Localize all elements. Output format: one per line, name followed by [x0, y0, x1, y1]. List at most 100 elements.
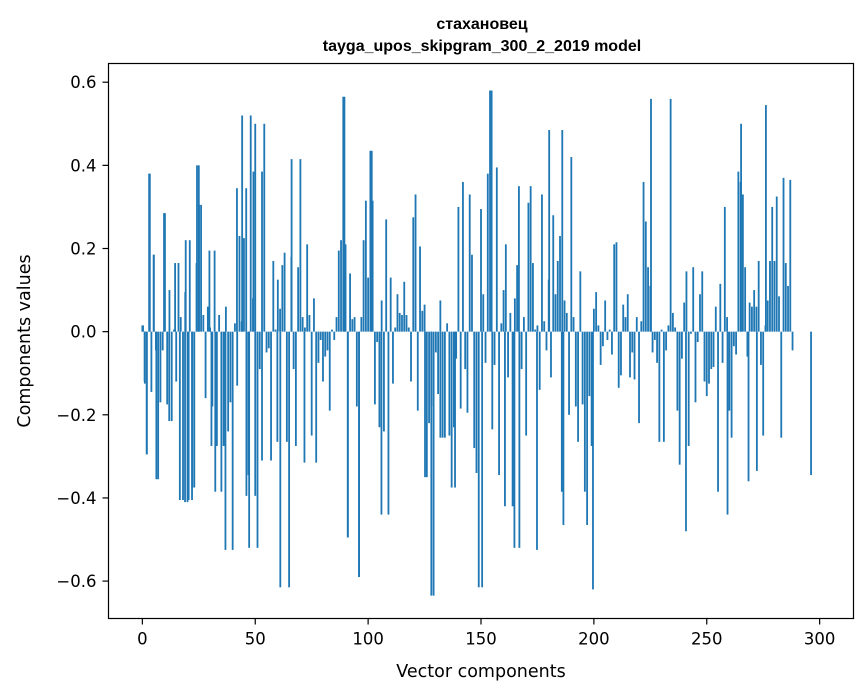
bar — [730, 331, 733, 438]
bar — [243, 238, 245, 332]
bar — [699, 294, 701, 332]
bar — [784, 263, 787, 332]
bar — [290, 159, 293, 332]
bar — [665, 331, 668, 351]
bar — [370, 150, 373, 332]
bar — [346, 331, 349, 538]
bar — [592, 308, 595, 332]
bar — [224, 306, 227, 332]
bar — [164, 213, 166, 332]
bar — [638, 331, 640, 424]
bar — [548, 130, 551, 332]
bar — [206, 306, 209, 332]
bar — [464, 331, 467, 370]
bar — [333, 331, 336, 340]
bar — [760, 331, 762, 365]
bar — [502, 290, 505, 332]
bar — [513, 298, 516, 332]
bar — [755, 331, 758, 471]
bar — [252, 171, 255, 332]
bar — [353, 317, 356, 332]
bar — [405, 315, 408, 332]
bar — [392, 331, 394, 384]
bar — [522, 317, 525, 332]
bar — [184, 331, 186, 503]
bar — [306, 244, 309, 332]
bar — [644, 221, 647, 332]
bar — [606, 331, 609, 340]
bar — [281, 265, 284, 332]
bar — [710, 331, 713, 370]
bar — [276, 331, 279, 442]
x-axis-ticks: 0 50 100 150 200 250 300 — [137, 618, 835, 649]
bar — [351, 319, 354, 332]
bar — [550, 331, 552, 378]
bar — [667, 325, 670, 332]
bar — [717, 331, 719, 492]
bar — [163, 213, 165, 332]
bar — [787, 285, 789, 332]
bar — [629, 331, 631, 378]
bar — [428, 331, 430, 424]
bar — [543, 321, 546, 332]
bar — [789, 179, 792, 332]
bar — [443, 331, 446, 438]
bar — [658, 331, 661, 442]
bar — [236, 331, 239, 386]
bar — [335, 317, 338, 332]
bar — [410, 331, 412, 382]
bar — [748, 302, 751, 332]
bar — [276, 279, 279, 332]
bar — [753, 290, 756, 332]
y-tick-label: −0.2 — [56, 406, 96, 425]
bar — [166, 331, 169, 405]
bar — [432, 331, 435, 596]
bar — [283, 252, 286, 332]
bar — [538, 331, 541, 390]
bar — [254, 331, 257, 496]
bar — [477, 331, 480, 588]
bar — [741, 194, 744, 332]
bar — [187, 331, 190, 501]
bar — [692, 267, 695, 332]
bar — [155, 331, 158, 480]
bar — [168, 331, 171, 422]
bar — [196, 165, 198, 332]
bar — [708, 331, 710, 384]
bar — [560, 331, 563, 492]
bar — [344, 244, 347, 332]
bar — [279, 331, 282, 588]
bar — [204, 331, 207, 399]
bar — [453, 331, 455, 428]
bar — [142, 325, 144, 332]
bar — [236, 188, 238, 332]
bar — [150, 331, 153, 392]
bar — [439, 331, 442, 438]
bar — [473, 331, 476, 449]
bar — [238, 236, 241, 332]
bar — [504, 331, 506, 507]
bar — [385, 219, 388, 332]
bar — [611, 331, 613, 355]
bar — [200, 204, 202, 332]
y-axis-ticks: −0.6 −0.4 −0.2 0.0 0.2 0.4 0.6 — [56, 73, 109, 591]
bar — [579, 271, 582, 332]
bar — [191, 331, 194, 488]
bar — [182, 331, 184, 501]
bar — [457, 206, 460, 332]
bar — [421, 310, 424, 332]
bar — [712, 331, 715, 367]
bar — [288, 331, 291, 588]
bar — [509, 312, 512, 332]
bar — [726, 331, 729, 515]
bar — [210, 331, 213, 446]
bar — [640, 321, 643, 332]
chart-title: стахановец — [436, 16, 527, 33]
bar — [198, 204, 200, 332]
bar — [653, 331, 656, 340]
bar — [412, 217, 415, 332]
bar — [455, 331, 458, 359]
bar — [358, 331, 360, 577]
bar — [493, 331, 496, 365]
bar — [337, 250, 340, 332]
